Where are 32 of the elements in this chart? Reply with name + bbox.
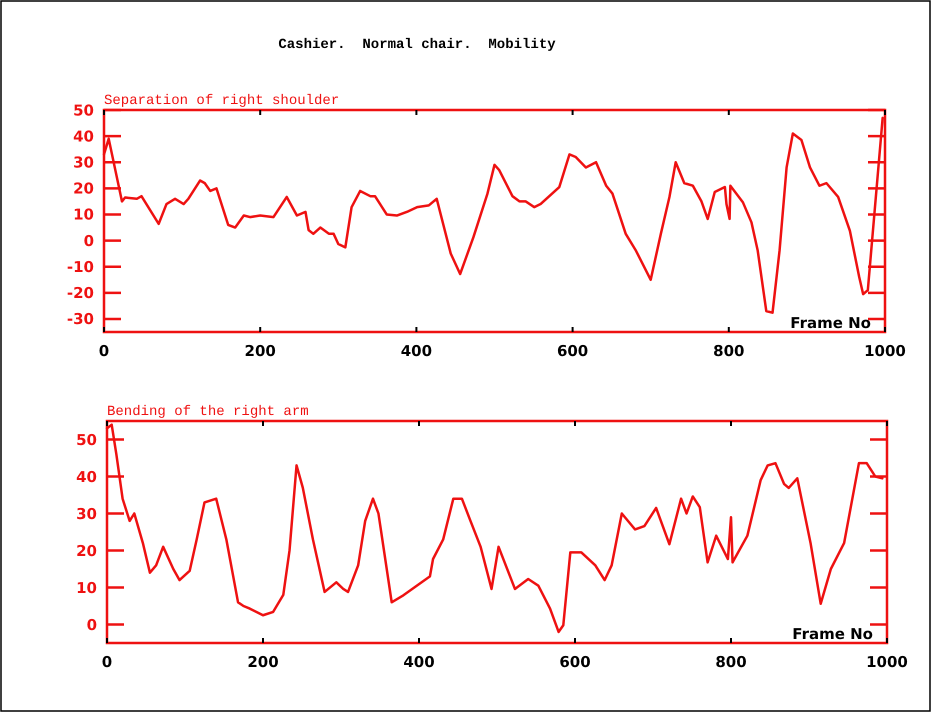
x-tick-label: 1000: [864, 342, 906, 360]
y-tick-label: 30: [76, 504, 97, 523]
y-tick-label: -30: [66, 310, 94, 328]
x-tick-label: 600: [559, 653, 591, 671]
x-tick-label: 800: [715, 653, 747, 671]
x-tick-label: 0: [98, 342, 110, 360]
y-tick-label: 40: [76, 468, 97, 486]
x-tick-label: 400: [403, 653, 435, 671]
x-axis-title: Frame No: [792, 625, 873, 643]
y-tick-label: 50: [76, 430, 97, 449]
y-tick-label: 10: [73, 206, 94, 224]
y-tick-label: -10: [66, 258, 94, 276]
x-tick-label: 400: [400, 342, 432, 360]
chart-title: Bending of the right arm: [107, 404, 309, 420]
y-tick-label: 20: [73, 180, 94, 198]
x-tick-label: 600: [556, 342, 588, 360]
x-tick-label: 200: [247, 653, 279, 671]
x-tick-label: 1000: [866, 653, 908, 671]
chart-title: Separation of right shoulder: [104, 93, 340, 109]
y-tick-label: -20: [66, 284, 94, 302]
y-tick-label: 50: [73, 101, 94, 120]
text: Cashier. Normal chair. Mobility: [278, 37, 556, 53]
y-tick-label: 0: [84, 232, 94, 250]
y-tick-label: 0: [86, 616, 97, 634]
x-axis-title: Frame No: [790, 314, 871, 332]
x-tick-label: 0: [102, 653, 112, 671]
y-tick-label: 10: [76, 578, 97, 597]
x-tick-label: 800: [713, 342, 744, 360]
y-tick-label: 40: [73, 127, 94, 146]
y-tick-label: 30: [73, 153, 94, 172]
x-tick-label: 200: [244, 342, 276, 360]
y-tick-label: 20: [76, 542, 97, 560]
